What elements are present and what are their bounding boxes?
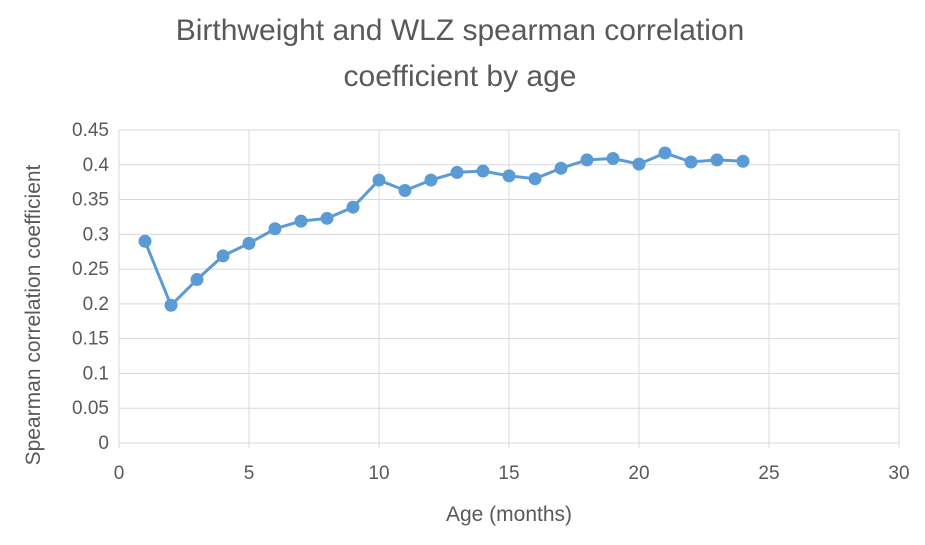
y-tick-label: 0.2 xyxy=(83,294,109,315)
data-point xyxy=(450,165,464,179)
data-point xyxy=(346,200,360,214)
series-layer xyxy=(138,146,750,312)
y-tick-label: 0.35 xyxy=(72,190,109,211)
data-point xyxy=(242,236,256,250)
data-point xyxy=(294,214,308,228)
y-tick-label: 0.15 xyxy=(72,329,109,350)
data-point xyxy=(528,172,542,186)
data-point xyxy=(658,146,672,160)
data-point xyxy=(606,152,620,166)
y-tick-label: 0.25 xyxy=(72,259,109,280)
x-tick-label: 25 xyxy=(758,463,779,484)
data-point xyxy=(216,249,230,263)
chart-title-line-2: coefficient by age xyxy=(344,60,577,93)
data-point xyxy=(684,155,698,169)
data-point xyxy=(632,157,646,171)
data-point xyxy=(138,234,152,248)
x-tick-label: 10 xyxy=(368,463,389,484)
data-point xyxy=(398,184,412,198)
x-tick-label: 15 xyxy=(498,463,519,484)
x-tick-label: 20 xyxy=(628,463,649,484)
y-tick-label: 0.1 xyxy=(83,363,109,384)
y-axis-label: Spearman correlation coefficient xyxy=(22,164,45,465)
x-tick-label: 0 xyxy=(114,463,125,484)
series-line xyxy=(143,151,744,307)
data-point xyxy=(268,222,282,236)
y-tick-label: 0 xyxy=(98,433,109,454)
data-point xyxy=(320,211,334,225)
y-axis-ticks: 0 0.05 0.1 0.15 0.2 0.25 0.3 0.35 0.4 0.45 xyxy=(72,120,109,454)
data-point xyxy=(164,298,178,312)
data-point xyxy=(424,173,438,187)
gridlines xyxy=(118,129,900,448)
data-point xyxy=(554,161,568,175)
y-tick-label: 0.45 xyxy=(72,120,109,141)
data-point xyxy=(372,173,386,187)
data-point xyxy=(190,273,204,287)
x-tick-label: 30 xyxy=(888,463,909,484)
data-point xyxy=(580,153,594,167)
data-point xyxy=(502,169,516,183)
y-tick-label: 0.05 xyxy=(72,398,109,419)
x-axis-label: Age (months) xyxy=(446,503,572,526)
x-tick-label: 5 xyxy=(244,463,255,484)
data-point xyxy=(710,153,724,167)
y-tick-label: 0.3 xyxy=(83,224,109,245)
data-point xyxy=(736,154,750,168)
y-tick-label: 0.4 xyxy=(83,155,110,176)
chart-title-line-1: Birthweight and WLZ spearman correlation xyxy=(176,14,745,47)
data-point xyxy=(476,164,490,178)
x-axis-ticks: 0 5 10 15 20 25 30 xyxy=(114,463,910,484)
